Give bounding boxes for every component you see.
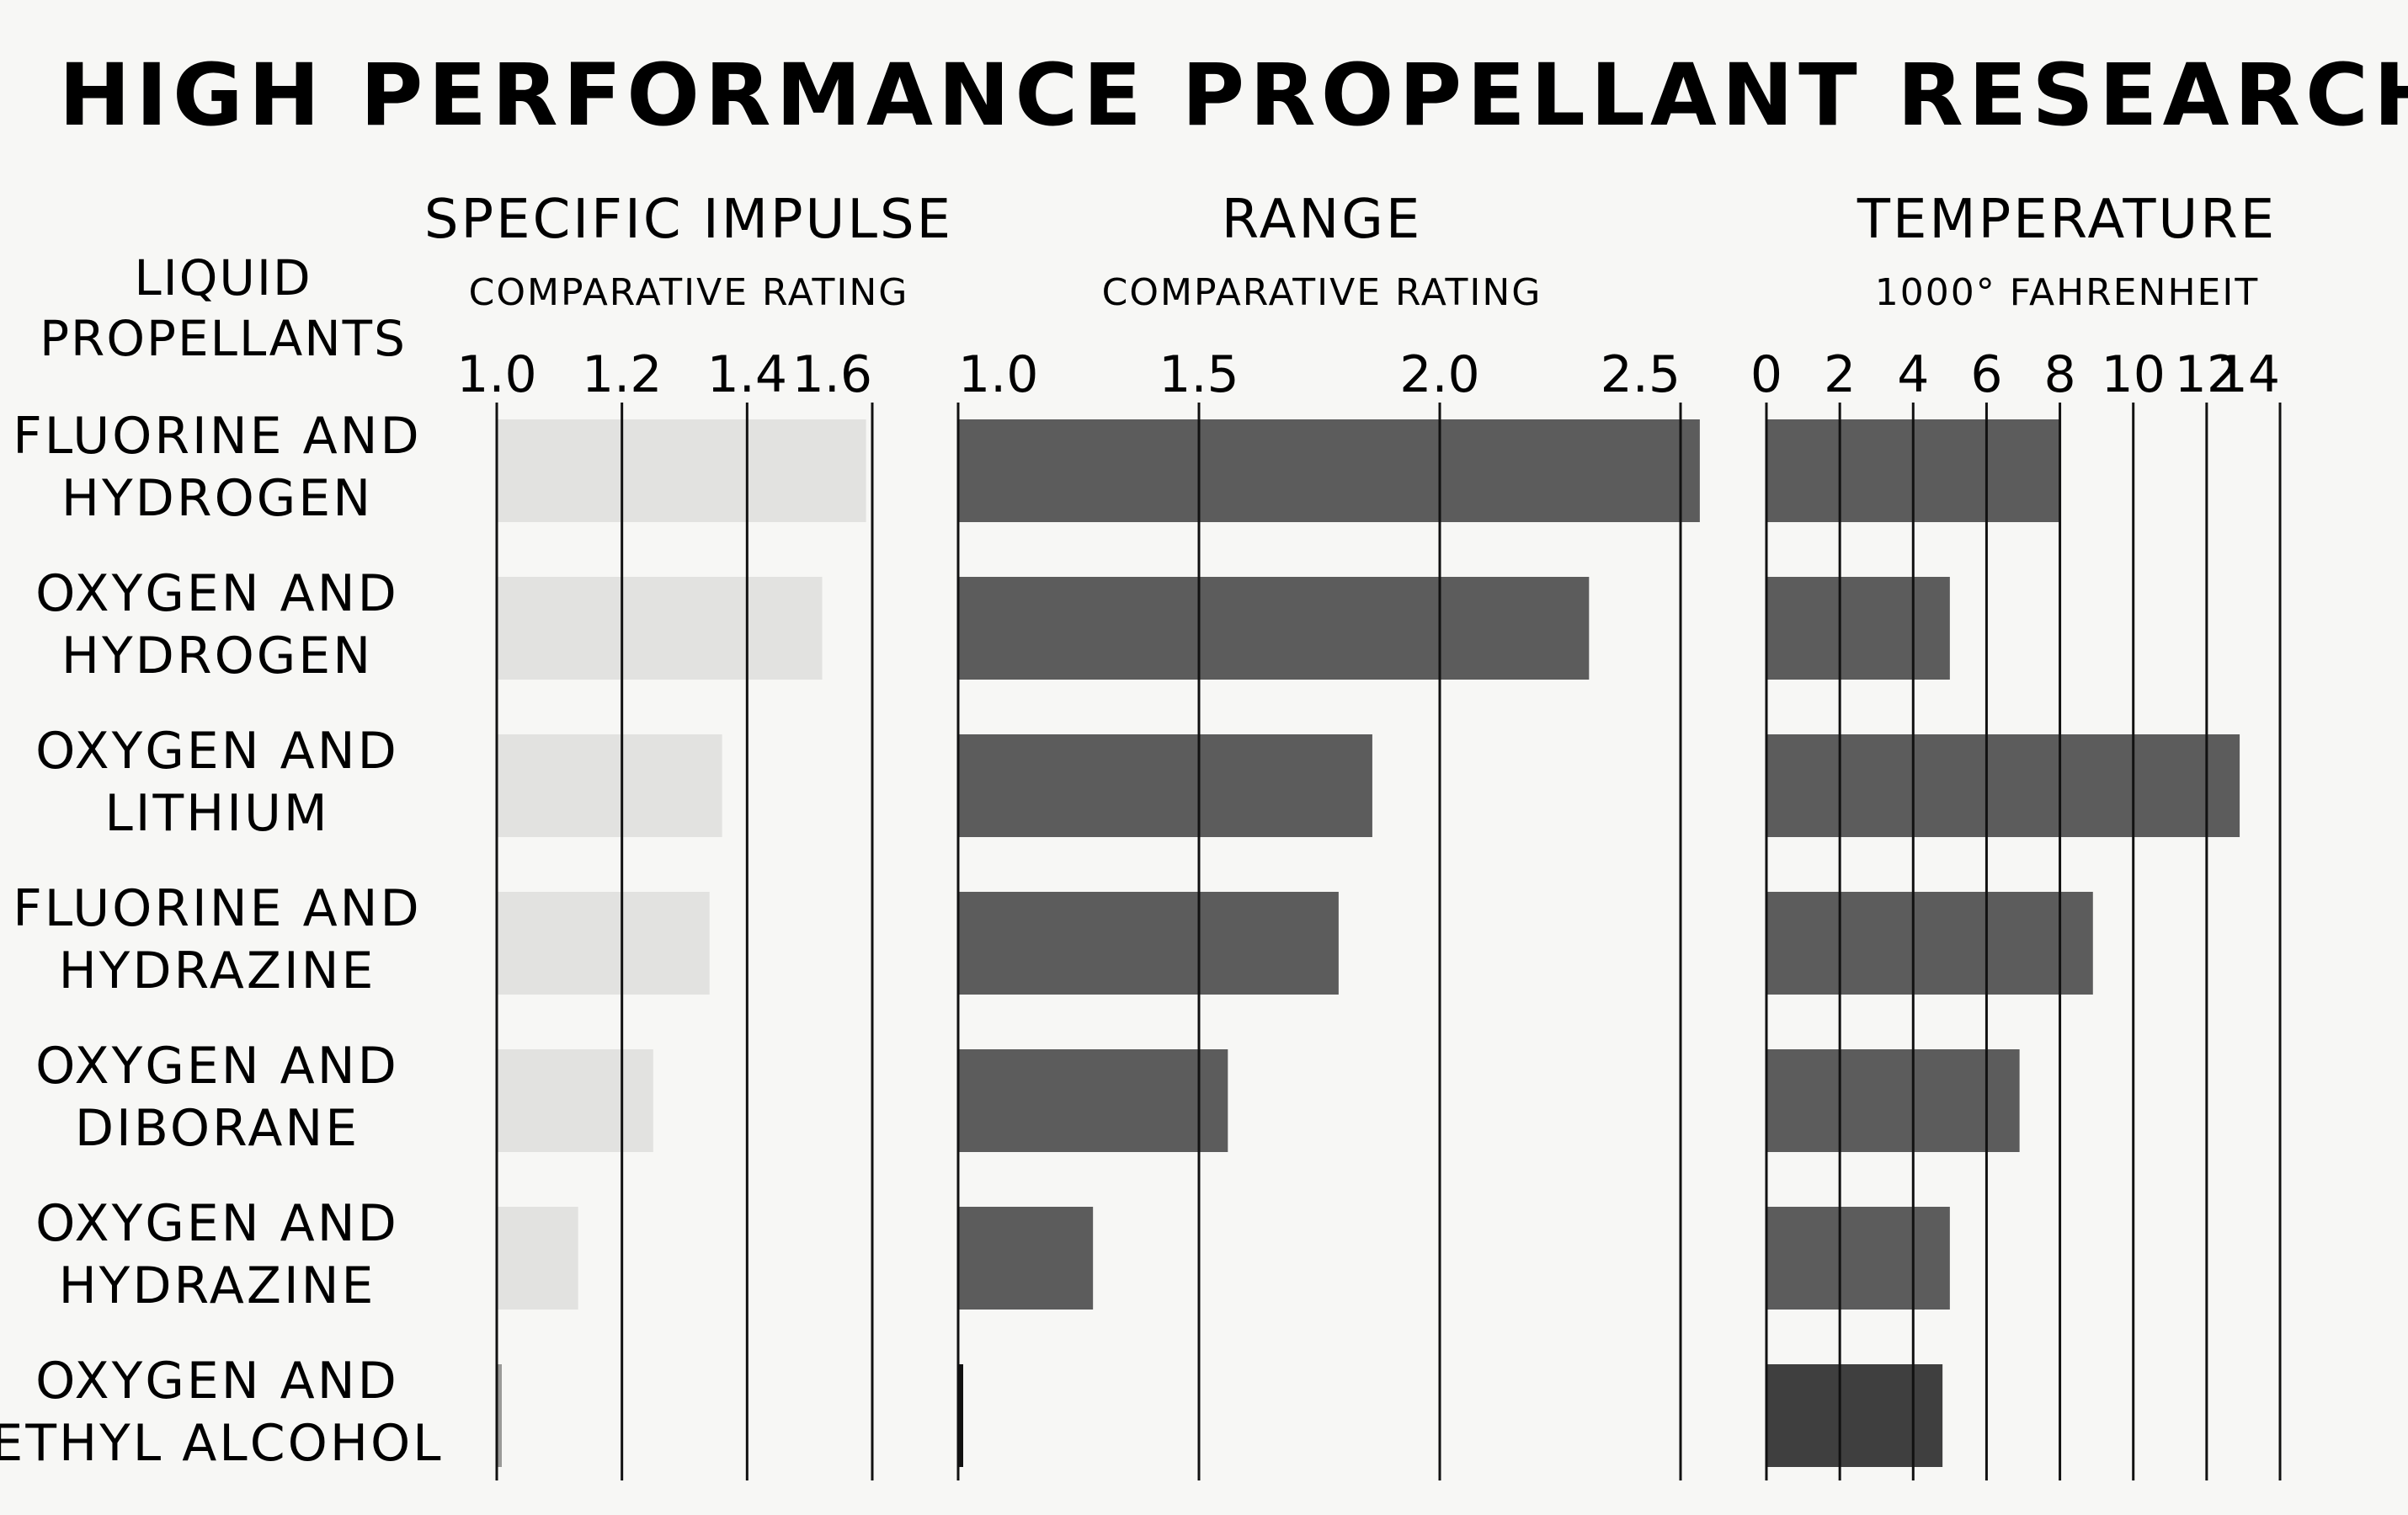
panel-title-0: SPECIFIC IMPULSE	[424, 189, 953, 251]
row-label-4-1: DIBORANE	[75, 1099, 360, 1158]
bar-1-3	[958, 892, 1339, 995]
tick-label-0-1: 1.2	[582, 345, 662, 404]
bar-2-6	[1766, 1364, 1943, 1467]
row-header-line1: LIQUID	[134, 249, 312, 307]
bar-1-1	[958, 577, 1590, 680]
row-label-0-1: HYDROGEN	[61, 469, 373, 528]
panel-title-2: TEMPERATURE	[1857, 189, 2277, 251]
tick-label-2-7: 14	[2216, 345, 2280, 404]
bar-0-5	[497, 1207, 578, 1310]
tick-label-2-0: 0	[1750, 345, 1782, 404]
tick-label-2-6: 12	[2175, 345, 2239, 404]
tick-label-2-5: 10	[2102, 345, 2166, 404]
bar-2-1	[1766, 577, 1950, 680]
bar-1-2	[958, 734, 1372, 837]
row-label-0-0: FLUORINE AND	[13, 407, 421, 466]
panel-title-1: RANGE	[1222, 189, 1423, 251]
main-title: HIGH PERFORMANCE PROPELLANT RESEARCH	[59, 45, 2408, 146]
row-label-1-0: OXYGEN AND	[35, 564, 399, 623]
bar-2-3	[1766, 892, 2093, 995]
row-label-4-0: OXYGEN AND	[35, 1037, 399, 1096]
tick-label-2-1: 2	[1824, 345, 1856, 404]
bar-0-0	[497, 419, 866, 522]
bars-2	[1766, 419, 2240, 1467]
tick-label-0-0: 1.0	[456, 345, 536, 404]
bar-1-4	[958, 1049, 1228, 1152]
row-label-5-0: OXYGEN AND	[35, 1194, 399, 1253]
panel-subtitle-2: 1000° FAHRENHEIT	[1875, 271, 2259, 314]
bar-0-4	[497, 1049, 653, 1152]
bar-2-5	[1766, 1207, 1950, 1310]
tick-label-1-2: 2.0	[1399, 345, 1479, 404]
tick-label-1-1: 1.5	[1159, 345, 1239, 404]
panel-0: SPECIFIC IMPULSE COMPARATIVE RATING 1.0 1.2…	[424, 189, 953, 1480]
row-header-line2: PROPELLANTS	[40, 310, 407, 367]
bars-1	[958, 419, 1700, 1467]
tick-label-2-2: 4	[1897, 345, 1929, 404]
row-label-5-1: HYDRAZINE	[59, 1256, 376, 1315]
tick-label-1-3: 2.5	[1601, 345, 1681, 404]
row-label-3-0: FLUORINE AND	[13, 879, 421, 938]
bar-1-0	[958, 419, 1700, 522]
panel-subtitle-1: COMPARATIVE RATING	[1102, 271, 1542, 314]
bar-0-3	[497, 892, 710, 995]
bar-1-5	[958, 1207, 1094, 1310]
row-label-2-1: LITHIUM	[104, 784, 329, 843]
row-label-1-1: HYDROGEN	[61, 627, 373, 685]
row-label-3-1: HYDRAZINE	[59, 942, 376, 1000]
tick-label-0-2: 1.4	[707, 345, 787, 404]
tick-label-1-0: 1.0	[958, 345, 1038, 404]
bar-0-6	[497, 1364, 502, 1467]
row-label-6-1: ETHYL ALCOHOL	[0, 1414, 444, 1473]
panel-1: RANGE COMPARATIVE RATING 1.0 1.5 2.0 2.5	[956, 189, 1700, 1480]
chart-panels: SPECIFIC IMPULSE COMPARATIVE RATING 1.0 1.2…	[424, 189, 2282, 1480]
bar-2-4	[1766, 1049, 2020, 1152]
tick-label-2-3: 6	[1970, 345, 2002, 404]
bar-1-6	[958, 1364, 963, 1467]
row-label-6-0: OXYGEN AND	[35, 1352, 399, 1411]
bar-2-2	[1766, 734, 2240, 837]
bars-0	[497, 419, 866, 1467]
panel-subtitle-0: COMPARATIVE RATING	[469, 271, 909, 314]
bar-0-1	[497, 577, 823, 680]
tick-label-2-4: 8	[2043, 345, 2075, 404]
bar-0-2	[497, 734, 722, 837]
row-label-2-0: OXYGEN AND	[35, 722, 399, 781]
tick-label-0-3: 1.6	[792, 345, 872, 404]
